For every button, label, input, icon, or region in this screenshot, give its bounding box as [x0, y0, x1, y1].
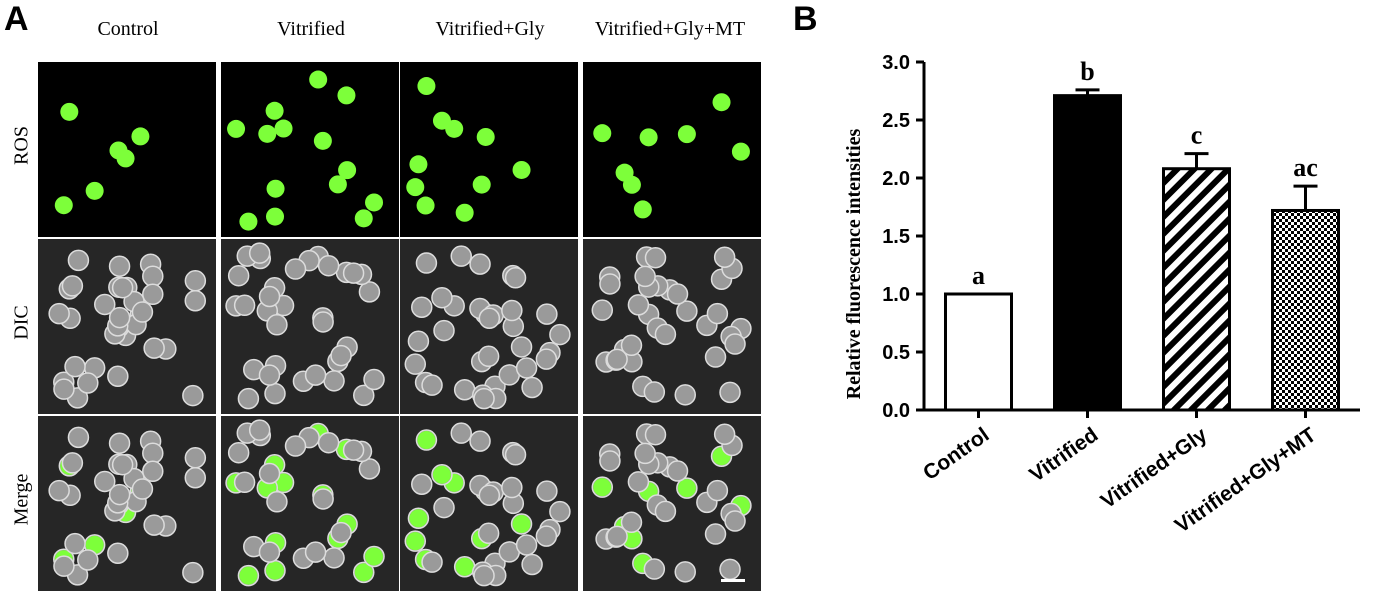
significance-label-vitrified-gly: c [1191, 121, 1203, 150]
significance-label-vitrified-gly-mt: ac [1293, 153, 1318, 182]
y-tick-label: 0.0 [882, 400, 910, 422]
image-tile-ros-vitrified-gly [400, 62, 578, 237]
column-header-control: Control [97, 18, 159, 40]
image-tile-dic-vitrified-gly-mt [583, 239, 761, 414]
image-tile-ros-vitrified-gly-mt [583, 62, 761, 237]
x-tick-label-vitrified: Vitrified [1025, 423, 1102, 486]
y-tick-label: 0.5 [882, 342, 910, 364]
image-tile-dic-vitrified [221, 239, 399, 414]
y-tick-label: 1.5 [882, 226, 910, 248]
y-tick-label: 2.5 [882, 110, 910, 132]
significance-label-vitrified: b [1080, 57, 1094, 86]
bar-vitrified [1053, 94, 1122, 412]
column-header-vitrified-gly: Vitrified+Gly [435, 18, 545, 40]
image-tile-ros-control [38, 62, 216, 237]
panel-b-letter: B [793, 0, 818, 38]
image-tile-merge-control [38, 416, 216, 591]
image-tile-dic-vitrified-gly [400, 239, 578, 414]
row-label-dic: DIC [10, 305, 33, 340]
row-label-merge: Merge [10, 473, 33, 526]
bar-control [944, 292, 1013, 412]
x-tick-label-control: Control [919, 423, 993, 485]
image-tile-dic-control [38, 239, 216, 414]
column-header-vitrified-gly-mt: Vitrified+Gly+MT [594, 18, 746, 40]
column-header-vitrified: Vitrified [277, 18, 345, 40]
y-tick-label: 1.0 [882, 284, 910, 306]
significance-label-control: a [972, 261, 985, 290]
image-tile-merge-vitrified-gly-mt [583, 416, 761, 591]
y-tick-label: 3.0 [882, 52, 910, 74]
bar-vitrified-gly [1162, 167, 1231, 412]
bar-vitrified-gly-mt [1271, 208, 1340, 412]
fluorescence-bar-chart: 0.0 0.5 1.0 1.5 2.0 2.5 3.0 a Control b Vitrified… [843, 52, 1360, 538]
row-label-ros: ROS [10, 126, 33, 165]
image-tile-merge-vitrified [221, 416, 399, 591]
image-tile-ros-vitrified [221, 62, 399, 237]
panel-a-letter: A [4, 0, 29, 38]
y-axis-label: Relative fluorescence intensities [843, 128, 865, 399]
y-tick-label: 2.0 [882, 168, 910, 190]
x-tick-label-vitrified-gly: Vitrified+Gly [1097, 423, 1212, 513]
image-tile-merge-vitrified-gly [400, 416, 578, 591]
scale-bar [721, 579, 745, 582]
